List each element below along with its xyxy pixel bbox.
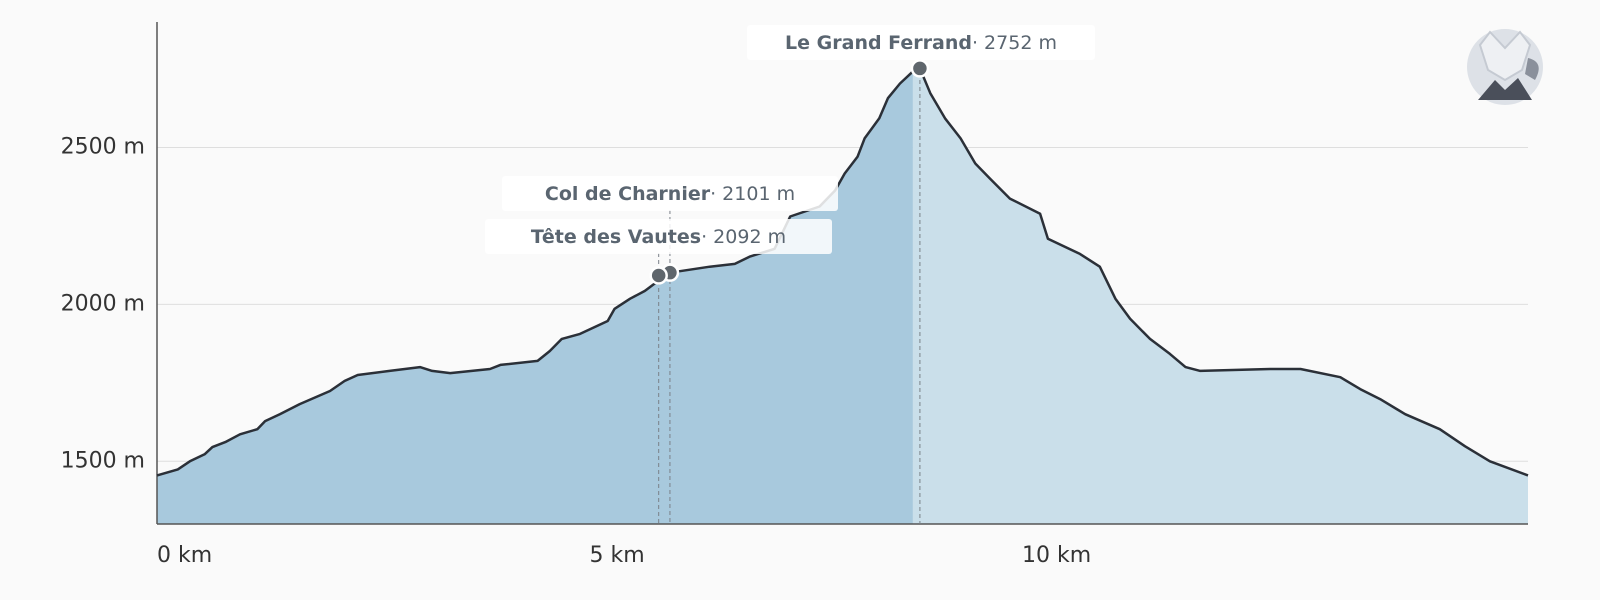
y-tick-label: 2500 m <box>61 135 145 160</box>
waypoint-marker <box>649 266 668 285</box>
waypoint-name: Col de Charnier <box>545 183 711 205</box>
y-tick-label: 1500 m <box>61 448 145 473</box>
waypoint-label-box <box>485 219 832 254</box>
waypoint-label-box <box>502 176 838 211</box>
area-descent <box>912 68 1528 524</box>
logo <box>1467 29 1543 105</box>
x-tick-label: 10 km <box>1022 543 1091 568</box>
waypoint-label: Le Grand Ferrand· 2752 m <box>785 32 1057 54</box>
waypoint-elevation: · 2752 m <box>972 32 1057 54</box>
waypoint-label: Col de Charnier· 2101 m <box>545 183 795 205</box>
waypoint-label-box <box>747 25 1095 60</box>
waypoint-name: Tête des Vautes <box>531 226 701 248</box>
waypoint-label: Tête des Vautes· 2092 m <box>531 226 786 248</box>
waypoint-elevation: · 2101 m <box>710 183 795 205</box>
x-tick-label: 5 km <box>589 543 644 568</box>
waypoint-name: Le Grand Ferrand <box>785 32 972 54</box>
x-tick-label: 0 km <box>157 543 212 568</box>
waypoint-marker <box>910 59 930 78</box>
area-ascent <box>157 71 913 524</box>
waypoint-elevation: · 2092 m <box>701 226 786 248</box>
y-tick-label: 2000 m <box>61 291 145 316</box>
